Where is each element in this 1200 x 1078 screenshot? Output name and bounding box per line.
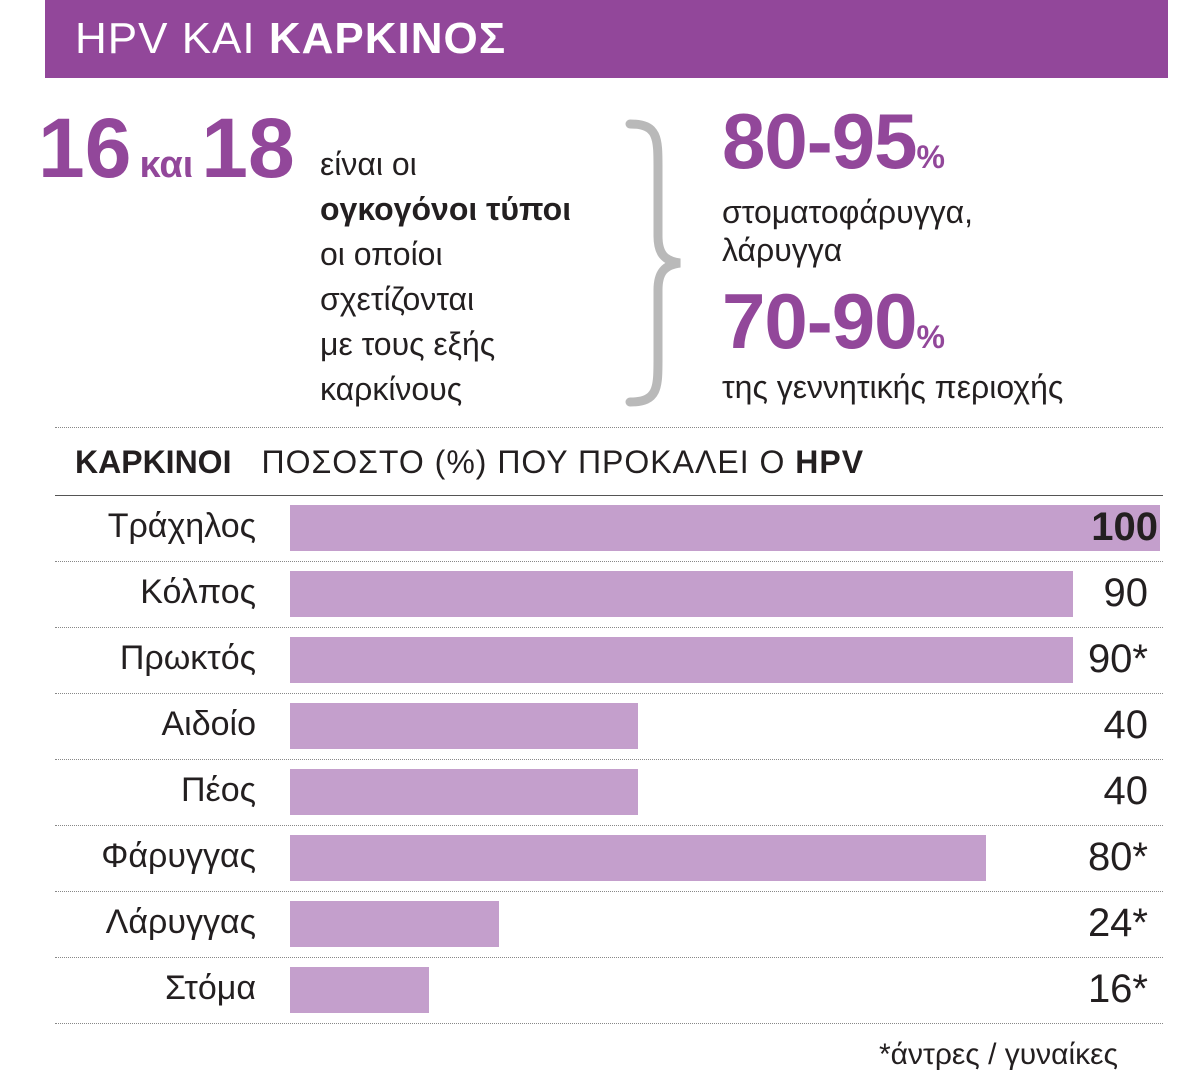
row-separator (55, 825, 1163, 826)
category-label: Τράχηλος (107, 507, 256, 545)
row-separator (55, 957, 1163, 958)
curly-brace-icon (625, 119, 681, 407)
stat-oropharynx-line-2: λάρυγγα (722, 232, 843, 268)
stat-oropharynx: 80-95% (722, 96, 945, 187)
bar-value-label: 16* (1087, 967, 1148, 1011)
value-header-prefix: ΠΟΣΟΣΤΟ (%) ΠΟΥ ΠΡΟΚΑΛΕΙ Ο (261, 444, 796, 480)
bar (290, 967, 430, 1013)
bar-value-label: 40 (1103, 703, 1149, 747)
types-description: είναι οι ογκογόνοι τύποι οι οποίοι σχετί… (320, 142, 571, 412)
bar-value-label: 90 (1103, 571, 1149, 615)
bar (290, 835, 986, 881)
footnote: *άντρες / γυναίκες (878, 1038, 1118, 1071)
type-16: 16 (38, 101, 132, 195)
bar (290, 901, 499, 947)
desc-bold: ογκογόνοι τύποι (320, 191, 572, 227)
bar-value-label: 100 (1091, 505, 1158, 549)
chart-header: ΚΑΡΚΙΝΟΙ ΠΟΣΟΣΤΟ (%) ΠΟΥ ΠΡΟΚΑΛΕΙ Ο HPV (75, 444, 864, 481)
category-label: Αιδοίο (161, 705, 256, 743)
row-separator (55, 561, 1163, 562)
title-light: HPV ΚΑΙ (75, 14, 269, 63)
header-underline (55, 495, 1163, 496)
stat-oropharynx-unit: % (916, 139, 945, 175)
category-label: Κόλπος (140, 573, 256, 611)
bar-value-label: 80* (1087, 835, 1148, 879)
value-header: ΠΟΣΟΣΤΟ (%) ΠΟΥ ΠΡΟΚΑΛΕΙ Ο HPV (261, 444, 864, 480)
row-separator (55, 693, 1163, 694)
row-separator (55, 891, 1163, 892)
stat-genital: 70-90% (722, 276, 945, 367)
bar (290, 637, 1073, 683)
type-and: και (139, 144, 194, 186)
category-label: Στόμα (165, 969, 256, 1007)
hpv-types: 16 και18 (38, 100, 295, 197)
row-separator (55, 1023, 1163, 1024)
desc-line-6: καρκίνους (320, 371, 463, 407)
title-bar: HPV ΚΑΙ ΚΑΡΚΙΝΟΣ (45, 0, 1168, 78)
desc-line-3: οι οποίοι (320, 236, 443, 272)
bar (290, 703, 638, 749)
desc-line-4: σχετίζονται (320, 281, 475, 317)
bar-value-label: 24* (1087, 901, 1148, 945)
bar-value-label: 90* (1087, 637, 1148, 681)
desc-line-5: με τους εξής (320, 326, 496, 362)
stat-genital-value: 70-90 (722, 277, 917, 365)
category-label: Πέος (180, 771, 256, 809)
stat-genital-unit: % (916, 319, 945, 355)
type-18: 18 (201, 101, 295, 195)
value-header-bold: HPV (795, 444, 865, 480)
section-divider (55, 427, 1163, 428)
row-separator (55, 759, 1163, 760)
bar (290, 505, 1160, 551)
stat-oropharynx-value: 80-95 (722, 97, 917, 185)
stat-genital-desc: της γεννητικής περιοχής (722, 368, 1063, 406)
bar (290, 769, 638, 815)
bar-value-label: 40 (1103, 769, 1149, 813)
stat-oropharynx-desc: στοματοφάρυγγα, λάρυγγα (722, 193, 973, 269)
bar (290, 571, 1073, 617)
category-label: Πρωκτός (119, 639, 256, 677)
desc-line-1: είναι οι (320, 146, 417, 182)
stat-genital-line-1: της γεννητικής περιοχής (722, 369, 1064, 405)
category-label: Φάρυγγας (101, 837, 256, 875)
title-bold: ΚΑΡΚΙΝΟΣ (268, 14, 507, 63)
stat-oropharynx-line-1: στοματοφάρυγγα, (722, 194, 973, 230)
category-label: Λάρυγγας (105, 903, 256, 941)
category-header: ΚΑΡΚΙΝΟΙ (75, 444, 232, 480)
row-separator (55, 627, 1163, 628)
page-title: HPV ΚΑΙ ΚΑΡΚΙΝΟΣ (75, 14, 506, 64)
